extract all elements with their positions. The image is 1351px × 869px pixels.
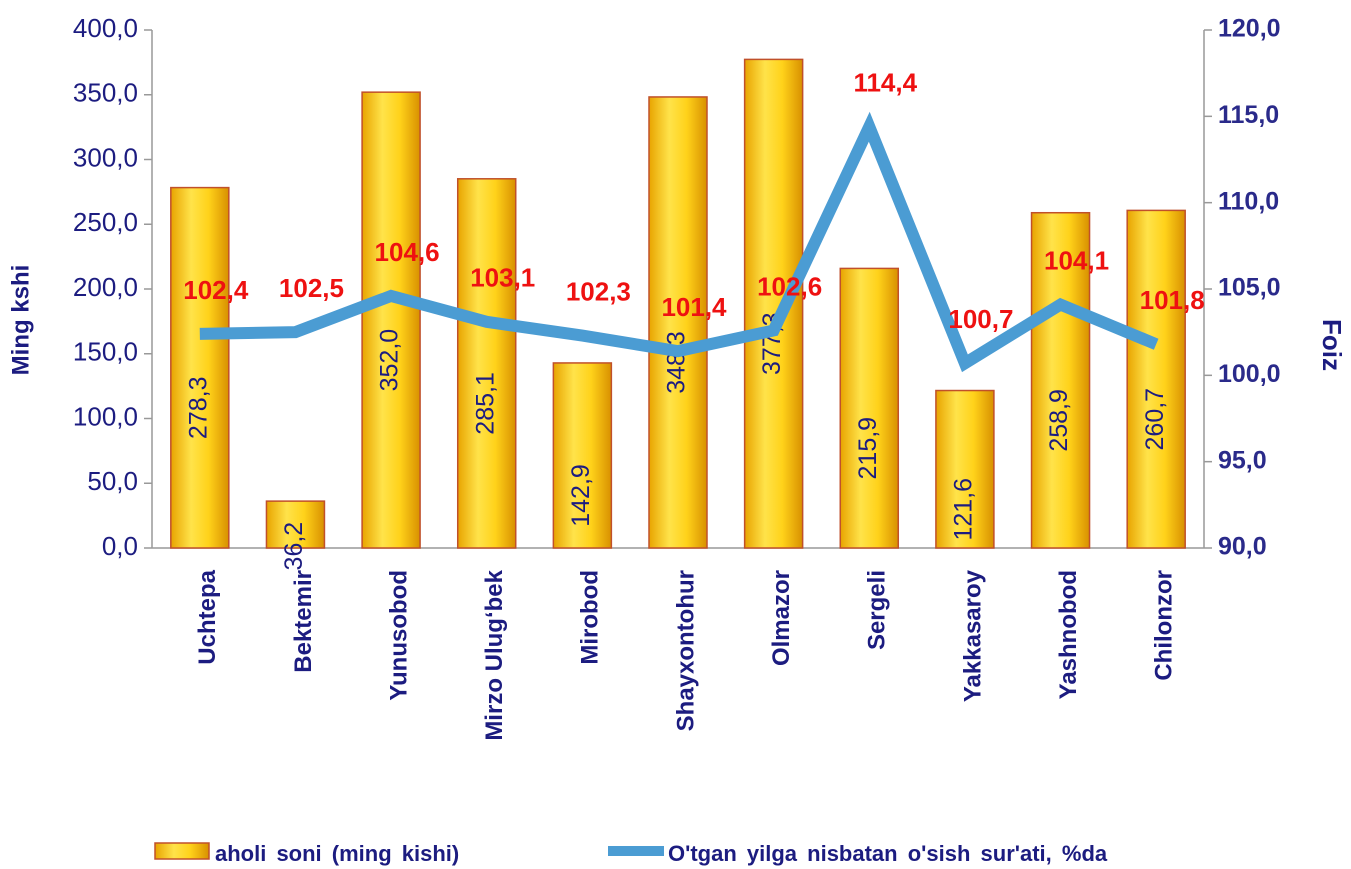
bar-value-label: 215,9 — [854, 417, 882, 480]
legend-label: O'tgan yilga nisbatan o'sish sur'ati, %d… — [668, 841, 1108, 866]
y-tick-label: 350,0 — [73, 78, 138, 108]
bar-value-label: 121,6 — [950, 478, 978, 541]
line-value-label: 102,5 — [279, 273, 344, 303]
line-value-label: 114,4 — [853, 68, 917, 98]
y2-tick-label: 90,0 — [1218, 533, 1267, 561]
y2-tick-label: 105,0 — [1218, 274, 1281, 302]
line — [199, 111, 1159, 373]
y-axis-label: Ming kshi — [7, 265, 34, 376]
line-value-label: 104,1 — [1044, 245, 1109, 275]
x-tick-label: Uchtepa — [194, 569, 221, 664]
line-value-label: 102,3 — [566, 276, 631, 306]
bar — [935, 389, 995, 549]
bar — [552, 362, 613, 549]
y2-tick-label: 120,0 — [1218, 15, 1281, 43]
y-tick-label: 250,0 — [73, 207, 138, 237]
x-tick-label: Yakkasaroy — [959, 569, 986, 702]
line-value-label: 100,7 — [948, 304, 1013, 334]
x-tick-label: Chilonzor — [1151, 570, 1178, 681]
x-tick-label: Olmazor — [768, 570, 795, 666]
bar — [743, 58, 804, 549]
x-tick-label: Yunusobod — [385, 570, 412, 701]
bar — [361, 91, 421, 549]
y-tick-label: 300,0 — [73, 142, 138, 172]
bar-value-label: 142,9 — [567, 464, 595, 527]
line-value-label: 104,6 — [375, 237, 440, 267]
bar-value-label: 285,1 — [471, 372, 499, 435]
y2-tick-label: 100,0 — [1218, 360, 1281, 388]
y-tick-label: 150,0 — [73, 337, 138, 367]
y2-tick-label: 95,0 — [1218, 446, 1267, 474]
x-tick-label: Shayxontohur — [672, 570, 699, 731]
bar-value-label: 258,9 — [1045, 389, 1073, 452]
x-tick-label: Bektemir — [290, 570, 317, 673]
bar — [1126, 209, 1186, 549]
x-tick-label: Mirobod — [577, 570, 604, 665]
line-value-label: 101,4 — [661, 292, 727, 322]
line-value-label: 101,8 — [1140, 285, 1205, 315]
bar-value-label: 260,7 — [1141, 388, 1169, 451]
bar-value-label: 348,3 — [663, 331, 691, 394]
x-tick-label: Mirzo Ulug‘bek — [481, 569, 508, 740]
bar — [170, 186, 230, 549]
y2-tick-label: 115,0 — [1218, 101, 1279, 129]
line-value-label: 102,6 — [757, 271, 822, 301]
y2-axis-label: Foiz — [1317, 319, 1347, 371]
x-tick-label: Sergeli — [864, 570, 891, 650]
x-tick-label: Yashnobod — [1055, 570, 1082, 699]
bar — [648, 96, 708, 549]
bar-value-label: 352,0 — [376, 329, 404, 392]
y-tick-label: 200,0 — [73, 272, 138, 302]
y-tick-label: 0,0 — [102, 531, 138, 561]
y2-tick-label: 110,0 — [1218, 187, 1279, 215]
line-value-label: 102,4 — [183, 275, 249, 305]
bar-value-label: 36,2 — [280, 522, 308, 571]
bar — [456, 178, 517, 549]
y-tick-label: 100,0 — [73, 401, 138, 431]
bar-value-label: 278,3 — [184, 377, 212, 440]
bar — [265, 500, 326, 549]
line-value-label: 103,1 — [470, 263, 535, 293]
legend-swatch — [154, 842, 210, 860]
bar — [1030, 211, 1091, 549]
y-tick-label: 50,0 — [87, 466, 138, 496]
bar — [839, 267, 900, 549]
legend-label: aholi soni (ming kishi) — [215, 841, 459, 866]
y-tick-label: 400,0 — [73, 13, 138, 43]
